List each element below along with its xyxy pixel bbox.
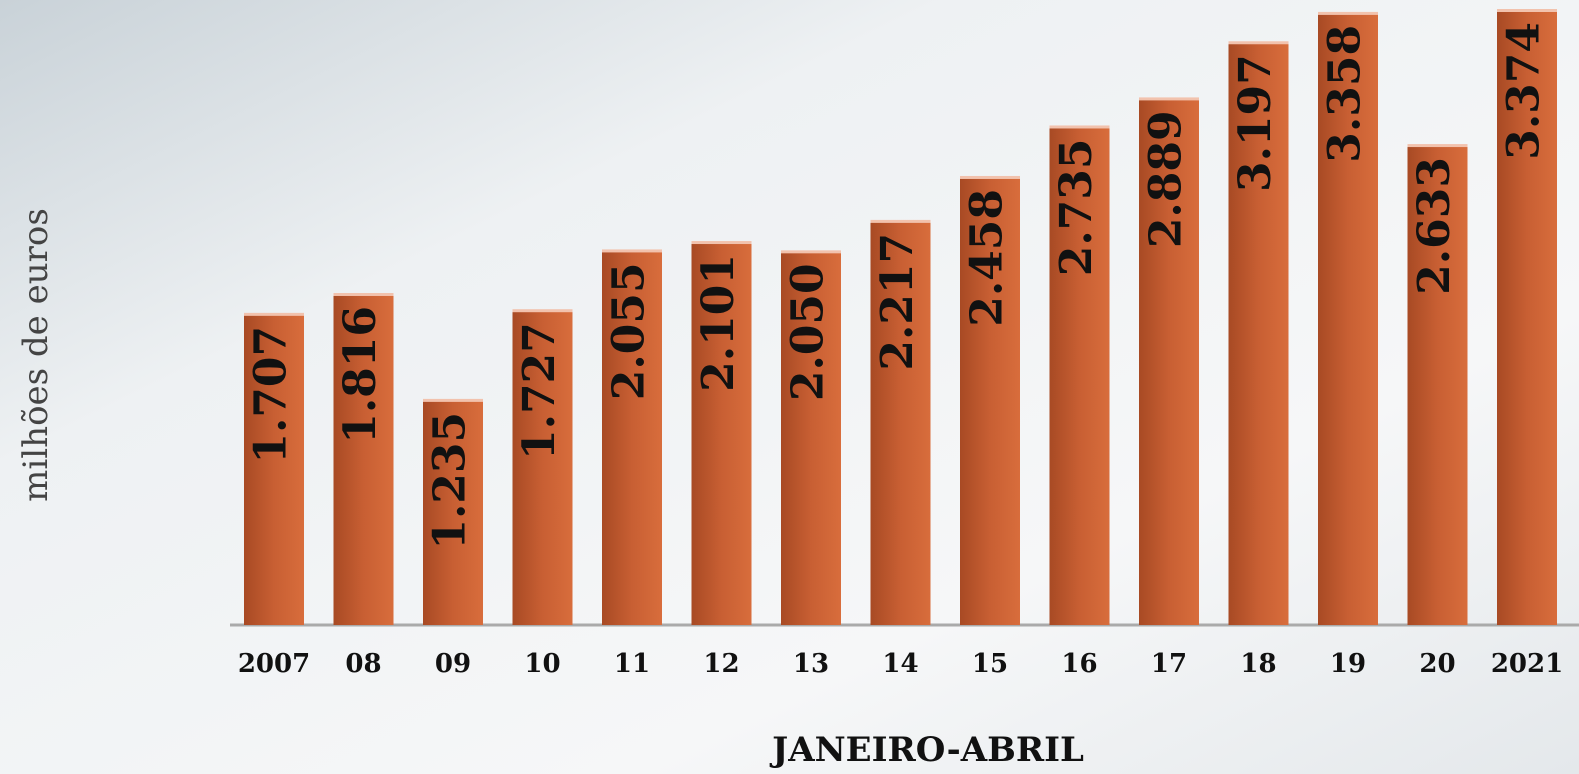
value-label: 3.197 — [1230, 54, 1281, 192]
x-tick-label: 10 — [524, 649, 560, 679]
x-tick-label: 2007 — [238, 649, 310, 679]
bar — [1497, 10, 1557, 625]
x-tick-label: 18 — [1240, 649, 1276, 679]
bar — [1318, 12, 1378, 625]
bar — [423, 399, 483, 625]
value-label: 2.050 — [783, 263, 834, 401]
x-tick-label: 19 — [1330, 649, 1366, 679]
bar — [602, 250, 662, 625]
bar — [1407, 145, 1468, 625]
value-label: 2.458 — [962, 189, 1013, 327]
bar-highlight — [1139, 97, 1199, 101]
value-label: 2.217 — [872, 233, 923, 371]
bar — [781, 251, 841, 625]
x-axis-label: JANEIRO-ABRIL — [769, 730, 1084, 770]
bar-highlight — [1407, 144, 1468, 148]
bar-highlight — [870, 219, 931, 223]
y-axis-label: milhões de euros — [16, 208, 56, 502]
bar — [1139, 98, 1199, 625]
bar — [870, 220, 931, 625]
x-tick-label: 14 — [882, 649, 918, 679]
x-tick-label: 13 — [793, 649, 829, 679]
value-label: 1.235 — [425, 412, 476, 550]
bar-highlight — [602, 249, 662, 253]
bar — [691, 242, 752, 625]
bar — [1228, 42, 1289, 626]
value-label: 2.633 — [1409, 157, 1460, 295]
value-label: 1.816 — [335, 306, 386, 444]
bar-highlight — [1318, 11, 1378, 15]
bar — [1049, 126, 1110, 625]
bar-highlight — [333, 292, 394, 296]
x-tick-label: 12 — [703, 649, 739, 679]
x-tick-label: 16 — [1061, 649, 1097, 679]
bar-highlight — [423, 398, 483, 402]
value-label: 2.735 — [1051, 138, 1102, 276]
bar-highlight — [960, 175, 1020, 179]
bar-highlight — [1497, 9, 1557, 12]
x-tick-label: 20 — [1419, 649, 1455, 679]
x-tick-label: 09 — [435, 649, 471, 679]
x-tick-label: 2021 — [1491, 649, 1563, 679]
value-label: 3.358 — [1320, 25, 1371, 163]
x-tick-label: 11 — [614, 649, 650, 679]
bar-highlight — [244, 312, 304, 316]
bar-highlight — [1049, 125, 1110, 129]
bar — [333, 293, 394, 625]
bar-highlight — [781, 250, 841, 254]
bar-highlight — [691, 241, 752, 245]
value-label: 2.101 — [693, 254, 744, 392]
bar-highlight — [512, 309, 573, 313]
x-tick-label: 17 — [1151, 649, 1187, 679]
value-label: 1.707 — [246, 326, 297, 464]
x-tick-label: 15 — [972, 649, 1008, 679]
value-label: 3.374 — [1499, 22, 1550, 160]
bar — [512, 310, 573, 625]
bar — [960, 176, 1020, 625]
bar-highlight — [1228, 41, 1289, 45]
bar — [244, 313, 304, 625]
x-tick-label: 08 — [345, 649, 381, 679]
value-label: 2.889 — [1141, 110, 1192, 248]
value-label: 2.055 — [604, 262, 655, 400]
value-label: 1.727 — [514, 322, 565, 460]
